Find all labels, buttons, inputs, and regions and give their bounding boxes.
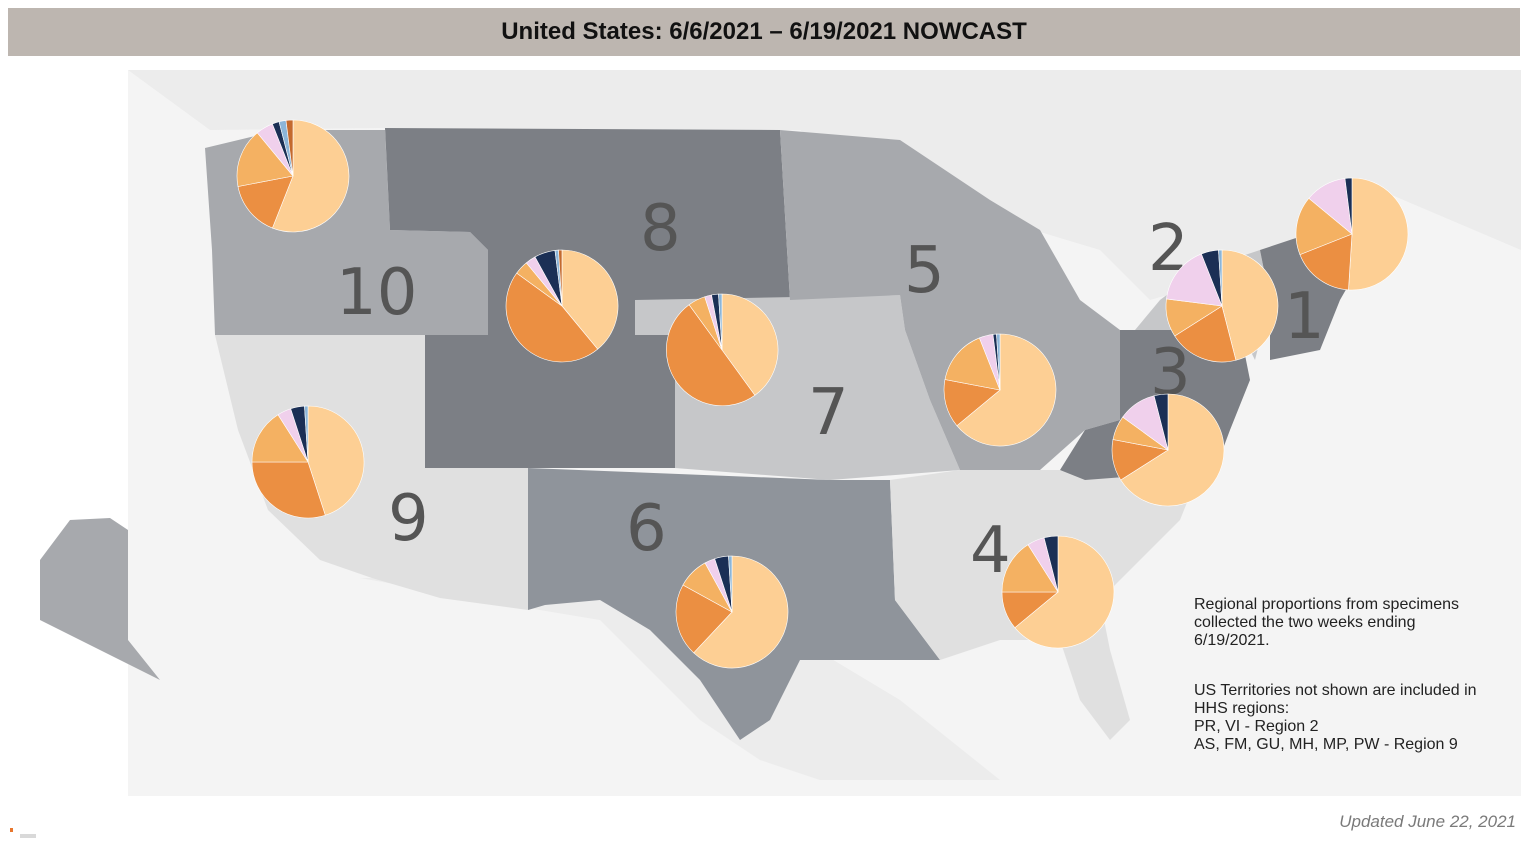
- territories-note-line: PR, VI - Region 2: [1194, 718, 1319, 735]
- pie-slice[interactable]: [285, 119, 294, 177]
- pie-slice[interactable]: [675, 584, 733, 654]
- canada-land: [128, 70, 1521, 300]
- proportions-note: Regional proportions from specimens coll…: [1194, 596, 1514, 650]
- toolbar-handle[interactable]: [20, 834, 36, 838]
- pie-slice[interactable]: [251, 414, 309, 463]
- pie-slice[interactable]: [728, 555, 733, 613]
- pie-slice[interactable]: [996, 333, 1001, 391]
- pie-slice[interactable]: [505, 272, 599, 363]
- pie-chart-region-8b[interactable]: [666, 293, 779, 407]
- pie-slice[interactable]: [272, 119, 350, 233]
- pie-slice[interactable]: [1218, 249, 1223, 307]
- pie-chart-region-10[interactable]: [236, 119, 350, 233]
- pie-chart-region-6[interactable]: [675, 555, 789, 669]
- region-label-7: 7: [808, 376, 849, 450]
- pie-chart-region-9[interactable]: [251, 405, 365, 519]
- page-title: United States: 6/6/2021 – 6/19/2021 NOWC…: [501, 18, 1027, 45]
- pie-slice[interactable]: [558, 249, 563, 307]
- pie-slice[interactable]: [561, 249, 619, 350]
- pie-slice[interactable]: [1043, 535, 1059, 593]
- pie-slice[interactable]: [1348, 177, 1409, 291]
- pie-slice[interactable]: [1221, 249, 1279, 361]
- region-label-1: 1: [1284, 280, 1325, 354]
- proportions-note-line: Regional proportions from specimens: [1194, 596, 1460, 613]
- pie-slice[interactable]: [1153, 393, 1169, 451]
- territories-note: US Territories not shown are included in…: [1194, 682, 1514, 754]
- pie-slice[interactable]: [251, 461, 326, 519]
- region-label-4: 4: [970, 514, 1011, 588]
- pie-slice[interactable]: [236, 132, 294, 187]
- pie-chart-region-1[interactable]: [1295, 177, 1409, 291]
- territories-note-line: HHS regions:: [1194, 700, 1290, 717]
- pie-slice[interactable]: [1120, 393, 1225, 507]
- pie-chart-region-8[interactable]: [505, 249, 619, 363]
- region-label-9: 9: [388, 482, 429, 556]
- pie-slice[interactable]: [304, 405, 309, 463]
- pie-slice[interactable]: [721, 293, 779, 396]
- pie-slice[interactable]: [1166, 253, 1223, 307]
- pie-slice[interactable]: [718, 293, 723, 351]
- pie-slice[interactable]: [307, 405, 365, 516]
- pie-chart-region-2[interactable]: [1165, 249, 1279, 363]
- pie-chart-region-5[interactable]: [943, 333, 1057, 447]
- pie-charts-layer: [236, 119, 1409, 669]
- pie-chart-region-4[interactable]: [1001, 535, 1115, 649]
- pie-chart-region-3[interactable]: [1111, 393, 1225, 507]
- title-bar: United States: 6/6/2021 – 6/19/2021 NOWC…: [8, 8, 1520, 56]
- pie-slice[interactable]: [956, 333, 1057, 447]
- mexico-land: [360, 578, 1000, 780]
- pie-slice[interactable]: [1001, 544, 1059, 593]
- territories-note-line: US Territories not shown are included in: [1194, 682, 1477, 699]
- pie-slice[interactable]: [1344, 177, 1353, 235]
- region-label-10: 10: [336, 256, 417, 330]
- region-label-8: 8: [640, 192, 681, 266]
- pie-slice[interactable]: [944, 337, 1001, 391]
- pie-slice[interactable]: [693, 555, 789, 669]
- pie-slice[interactable]: [666, 304, 756, 407]
- region-label-5: 5: [904, 234, 945, 308]
- pie-slice[interactable]: [1295, 197, 1353, 255]
- pie-slice[interactable]: [1174, 305, 1237, 363]
- pie-slice[interactable]: [1299, 233, 1353, 291]
- territories-note-line: AS, FM, GU, MH, MP, PW - Region 9: [1194, 736, 1458, 753]
- pie-slice[interactable]: [237, 175, 294, 229]
- proportions-note-line: 6/19/2021.: [1194, 632, 1270, 649]
- us-map-svg: 10 9 8 7 6 5 4 3 2 1: [40, 70, 1521, 796]
- region-label-6: 6: [626, 492, 667, 566]
- alaska-shape[interactable]: [40, 518, 160, 680]
- toolbar-mark[interactable]: [10, 828, 13, 832]
- proportions-note-line: collected the two weeks ending: [1194, 614, 1416, 631]
- region-map[interactable]: 10 9 8 7 6 5 4 3 2 1: [0, 68, 1536, 798]
- pie-slice[interactable]: [1014, 535, 1115, 649]
- region-9-shape[interactable]: [215, 335, 528, 610]
- updated-date: Updated June 22, 2021: [1339, 812, 1516, 831]
